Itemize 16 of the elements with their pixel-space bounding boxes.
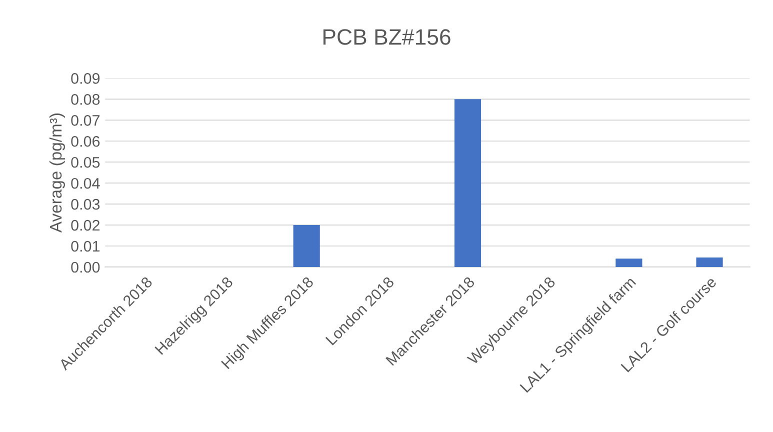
y-tick-label: 0.03 — [71, 198, 100, 210]
bar — [696, 258, 723, 267]
y-axis-title: Average (pg/m³) — [49, 114, 65, 233]
chart-title: PCB BZ#156 — [323, 29, 450, 45]
bar — [293, 225, 320, 267]
y-tick-label: 0.01 — [71, 240, 100, 252]
y-tick-label: 0.02 — [71, 220, 100, 231]
y-tick-label: 0.09 — [71, 73, 100, 84]
bar — [616, 258, 642, 267]
y-tick-label: 0.05 — [71, 156, 100, 168]
y-tick-label: 0.00 — [71, 262, 100, 273]
y-tick-label: 0.07 — [71, 115, 100, 126]
y-tick-label: 0.06 — [71, 136, 100, 147]
y-tick-label: 0.04 — [71, 178, 100, 189]
y-tick-label: 0.08 — [71, 94, 100, 105]
bar — [454, 99, 482, 267]
